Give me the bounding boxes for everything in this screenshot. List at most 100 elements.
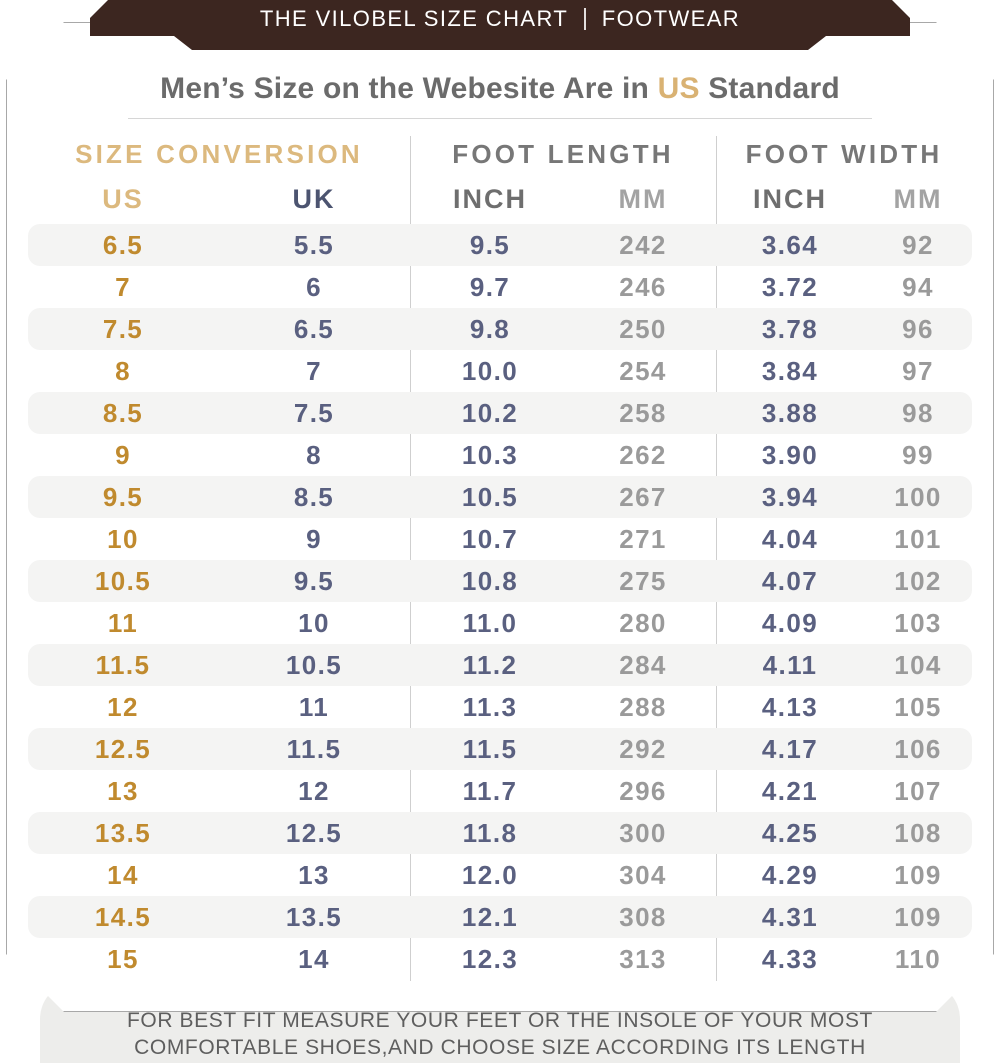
cell-uk: 9.5 <box>293 565 335 596</box>
cell-length-mm: 280 <box>619 607 667 638</box>
table-row: 11.5 10.5 11.2 284 4.11 104 <box>28 644 972 686</box>
cell-width-mm: 103 <box>894 607 942 638</box>
cell-us: 12.5 <box>94 733 152 764</box>
cell-width-inch: 3.72 <box>761 271 819 302</box>
sub-header-row: US UK INCH MM INCH MM <box>28 178 972 220</box>
banner-separator-icon <box>584 7 586 30</box>
cell-length-mm: 296 <box>619 775 667 806</box>
cell-uk: 6 <box>306 271 322 302</box>
page-title: Men’s Size on the Webesite Are in US Sta… <box>0 72 1000 106</box>
cell-length-mm: 292 <box>619 733 667 764</box>
cell-us: 8.5 <box>102 397 144 428</box>
cell-length-inch: 11.7 <box>462 775 518 806</box>
cell-width-inch: 4.33 <box>761 943 819 974</box>
cell-width-mm: 104 <box>894 649 942 680</box>
headline-part-1: Men’s Size on the Webesite Are in <box>160 72 658 105</box>
cell-width-inch: 3.94 <box>761 481 819 512</box>
cell-width-mm: 98 <box>902 397 934 428</box>
cell-us: 13 <box>107 775 139 806</box>
footer-note: FOR BEST FIT MEASURE YOUR FEET OR THE IN… <box>127 1009 873 1059</box>
cell-width-inch: 4.13 <box>761 691 819 722</box>
group-header-size-conversion: SIZE CONVERSION <box>75 138 363 169</box>
cell-width-inch: 4.11 <box>762 649 818 680</box>
cell-width-mm: 109 <box>894 901 942 932</box>
table-row: 9 8 10.3 262 3.90 99 <box>28 434 972 476</box>
cell-width-inch: 3.90 <box>761 439 819 470</box>
cell-uk: 11.5 <box>286 733 342 764</box>
cell-width-mm: 106 <box>894 733 942 764</box>
cell-length-mm: 271 <box>619 523 667 554</box>
cell-uk: 6.5 <box>293 313 335 344</box>
cell-width-inch: 4.25 <box>761 817 819 848</box>
cell-length-inch: 11.8 <box>462 817 518 848</box>
cell-length-inch: 12.3 <box>461 943 519 974</box>
cell-length-mm: 275 <box>619 565 667 596</box>
table-body: 6.5 5.5 9.5 242 3.64 92 7 6 9.7 246 3.72 94 7.5 6.5 9.… <box>28 224 972 980</box>
cell-us: 11 <box>107 607 139 638</box>
cell-width-inch: 4.21 <box>761 775 819 806</box>
cell-us: 15 <box>107 943 139 974</box>
cell-width-mm: 105 <box>894 691 942 722</box>
table-row: 10.5 9.5 10.8 275 4.07 102 <box>28 560 972 602</box>
cell-length-inch: 10.2 <box>461 397 519 428</box>
cell-length-mm: 246 <box>619 271 667 302</box>
cell-width-inch: 4.09 <box>761 607 819 638</box>
cell-uk: 9 <box>306 523 322 554</box>
group-header-foot-length: FOOT LENGTH <box>452 138 674 169</box>
cell-us: 7.5 <box>102 313 144 344</box>
cell-width-mm: 102 <box>894 565 942 596</box>
cell-length-inch: 11.0 <box>462 607 518 638</box>
table-row: 7.5 6.5 9.8 250 3.78 96 <box>28 308 972 350</box>
title-banner <box>90 0 910 50</box>
cell-uk: 13.5 <box>285 901 343 932</box>
cell-us: 14.5 <box>94 901 152 932</box>
cell-length-inch: 11.5 <box>462 733 518 764</box>
cell-uk: 7.5 <box>293 397 335 428</box>
banner-title: THE VILOBEL SIZE CHART FOOTWEAR <box>90 0 910 37</box>
headline-part-2: Standard <box>699 72 840 105</box>
cell-length-inch: 9.7 <box>469 271 511 302</box>
cell-width-mm: 100 <box>894 481 942 512</box>
cell-length-inch: 11.2 <box>462 649 518 680</box>
cell-length-mm: 288 <box>619 691 667 722</box>
cell-uk: 5.5 <box>293 229 335 260</box>
cell-width-mm: 110 <box>894 943 942 974</box>
cell-uk: 13 <box>298 859 330 890</box>
cell-length-mm: 308 <box>619 901 667 932</box>
banner-title-right: FOOTWEAR <box>601 5 741 31</box>
table-row: 13 12 11.7 296 4.21 107 <box>28 770 972 812</box>
column-divider-1 <box>410 136 411 981</box>
cell-uk: 10.5 <box>285 649 343 680</box>
cell-width-inch: 3.88 <box>761 397 819 428</box>
cell-width-mm: 108 <box>894 817 942 848</box>
cell-length-inch: 9.8 <box>469 313 511 344</box>
headline-highlight-us: US <box>657 72 700 105</box>
cell-length-mm: 304 <box>619 859 667 890</box>
cell-width-mm: 96 <box>902 313 934 344</box>
table-row: 12 11 11.3 288 4.13 105 <box>28 686 972 728</box>
cell-length-mm: 313 <box>619 943 667 974</box>
cell-uk: 10 <box>298 607 330 638</box>
table-row: 8.5 7.5 10.2 258 3.88 98 <box>28 392 972 434</box>
cell-width-mm: 99 <box>902 439 934 470</box>
cell-us: 9 <box>115 439 131 470</box>
table-row: 11 10 11.0 280 4.09 103 <box>28 602 972 644</box>
cell-uk: 8.5 <box>293 481 335 512</box>
cell-width-mm: 97 <box>902 355 934 386</box>
cell-uk: 11 <box>298 691 330 722</box>
cell-width-mm: 101 <box>894 523 942 554</box>
column-header-length-mm: MM <box>618 183 668 214</box>
cell-length-mm: 267 <box>619 481 667 512</box>
table-row: 14.5 13.5 12.1 308 4.31 109 <box>28 896 972 938</box>
cell-width-inch: 3.78 <box>761 313 819 344</box>
cell-uk: 8 <box>306 439 322 470</box>
cell-width-inch: 4.04 <box>761 523 819 554</box>
cell-width-inch: 4.17 <box>761 733 819 764</box>
cell-width-inch: 4.31 <box>761 901 819 932</box>
cell-us: 8 <box>115 355 131 386</box>
table-row: 12.5 11.5 11.5 292 4.17 106 <box>28 728 972 770</box>
table-row: 14 13 12.0 304 4.29 109 <box>28 854 972 896</box>
cell-length-mm: 300 <box>619 817 667 848</box>
cell-length-inch: 12.1 <box>461 901 519 932</box>
